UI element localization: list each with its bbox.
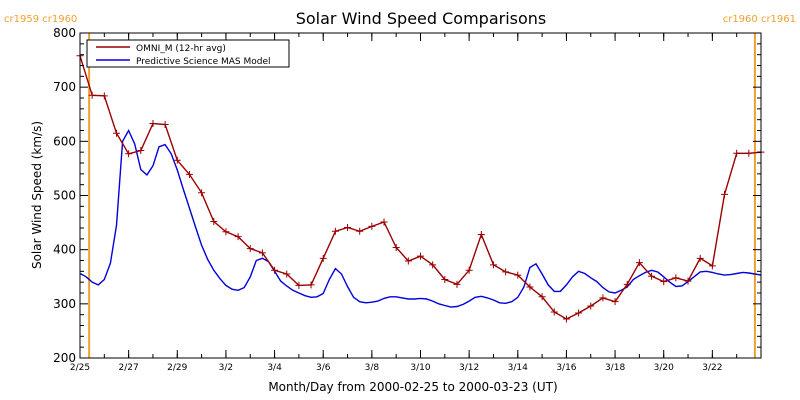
omni-data-point — [246, 245, 254, 253]
x-tick-label: 2/29 — [167, 363, 187, 373]
omni-data-point — [258, 249, 266, 257]
omni-data-point — [721, 190, 729, 198]
y-tick-label: 700 — [53, 80, 76, 94]
omni-data-point — [392, 244, 400, 251]
omni-data-point — [283, 270, 291, 278]
omni-data-point — [441, 275, 449, 283]
omni-data-point — [745, 149, 753, 157]
omni-data-point — [88, 91, 96, 99]
legend-label-model: Predictive Science MAS Model — [136, 57, 271, 67]
y-axis-label: Solar Wind Speed (km/s) — [30, 121, 44, 269]
omni-data-point — [526, 283, 534, 291]
cr-label-right: cr1960 cr1961 — [723, 14, 796, 25]
omni-data-point — [161, 121, 169, 129]
x-tick-label: 3/16 — [556, 363, 576, 373]
x-tick-label: 3/18 — [605, 363, 625, 373]
omni-data-point — [514, 271, 522, 279]
omni-data-point — [356, 227, 364, 235]
omni-data-point — [587, 302, 595, 310]
omni-data-point — [550, 308, 558, 316]
legend-label-omni: OMNI_M (12-hr avg) — [136, 44, 226, 54]
omni-data-point — [465, 266, 473, 274]
omni-data-point — [453, 280, 461, 288]
omni-data-point — [660, 278, 668, 286]
omni-data-point — [538, 293, 546, 301]
x-tick-label: 3/22 — [702, 363, 722, 373]
omni-data-point — [575, 309, 583, 317]
x-tick-label: 3/12 — [459, 363, 479, 373]
omni-data-point — [477, 231, 485, 238]
x-tick-label: 3/2 — [219, 363, 233, 373]
omni-data-point — [222, 228, 230, 236]
x-tick-label: 3/4 — [267, 363, 282, 373]
omni-data-point — [708, 262, 716, 270]
omni-data-point — [417, 252, 424, 260]
y-tick-label: 800 — [53, 26, 76, 40]
omni-data-point — [635, 259, 643, 267]
omni-data-point — [404, 257, 412, 265]
x-tick-label: 3/14 — [508, 363, 528, 373]
omni-data-point — [331, 227, 339, 235]
x-tick-label: 3/8 — [365, 363, 380, 373]
omni-data-point — [234, 233, 242, 241]
omni-data-point — [307, 281, 315, 289]
omni-data-point — [623, 280, 631, 288]
omni-data-point — [100, 92, 108, 100]
x-tick-label: 3/20 — [654, 363, 674, 373]
legend: OMNI_M (12-hr avg) Predictive Science MA… — [86, 39, 290, 68]
y-tick-label: 400 — [53, 243, 76, 257]
omni-data-point — [672, 274, 680, 282]
omni-data-point — [149, 119, 157, 127]
x-tick-label: 2/27 — [119, 363, 139, 373]
y-tick-label: 300 — [53, 297, 76, 311]
omni-data-point — [271, 266, 279, 274]
omni-data-point — [368, 222, 376, 230]
omni-data-point — [648, 272, 656, 280]
y-tick-label: 500 — [53, 189, 76, 203]
x-tick-label: 2/25 — [70, 363, 90, 373]
omni-data-point — [112, 129, 120, 137]
omni-data-point — [319, 254, 327, 262]
model-series-line — [80, 128, 761, 308]
omni-data-point — [344, 223, 352, 231]
y-tick-label: 600 — [53, 134, 76, 148]
x-axis-label: Month/Day from 2000-02-25 to 2000-03-23 … — [268, 380, 557, 394]
omni-data-point — [210, 218, 218, 225]
chart-title: Solar Wind Speed Comparisons — [296, 9, 547, 28]
y-tick-label: 200 — [53, 351, 76, 365]
cr-label-left: cr1959 cr1960 — [4, 14, 77, 25]
omni-data-point — [185, 170, 193, 178]
omni-data-point — [295, 281, 303, 289]
omni-data-point — [380, 218, 388, 226]
omni-data-point — [696, 254, 704, 262]
omni-data-point — [733, 149, 741, 157]
omni-data-point — [173, 156, 181, 164]
omni-data-point — [611, 298, 619, 306]
omni-data-point — [502, 268, 510, 276]
plot-frame — [79, 32, 762, 359]
legend-box — [86, 39, 290, 68]
x-tick-label: 3/10 — [410, 363, 430, 373]
omni-data-point — [489, 261, 497, 269]
omni-data-point — [599, 294, 607, 302]
omni-data-point — [198, 189, 206, 197]
omni-data-point — [684, 277, 692, 285]
x-tick-label: 3/6 — [316, 363, 331, 373]
omni-data-point — [429, 261, 437, 269]
omni-data-point — [125, 150, 133, 158]
plot-area: 200 300 400 500 600 700 800 2/25 2/27 2/29 3/2 3/4 3… — [53, 26, 765, 373]
omni-data-point — [562, 315, 570, 323]
omni-data-point — [137, 147, 145, 155]
